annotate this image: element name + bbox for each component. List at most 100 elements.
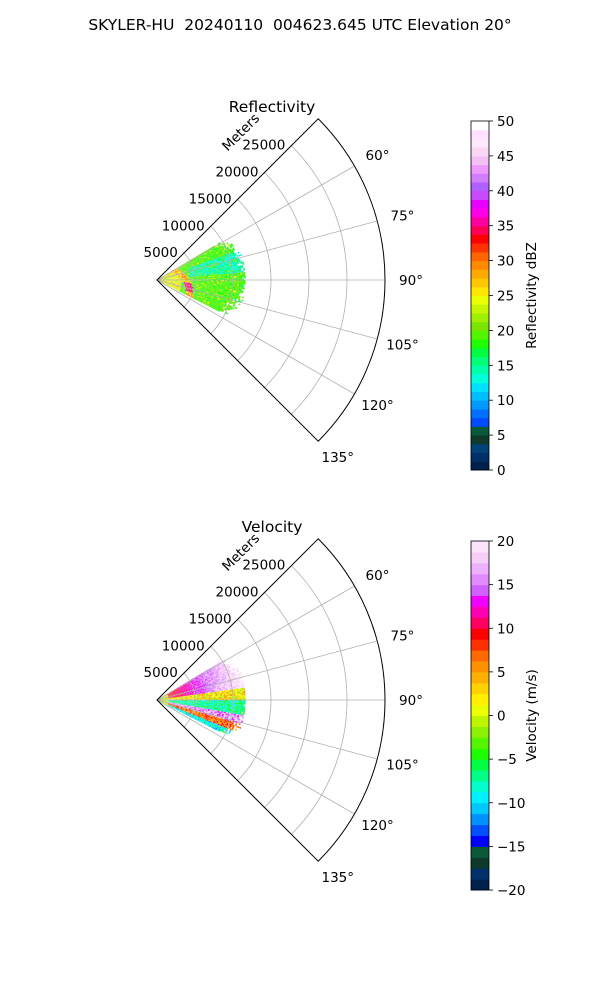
- data-cell: [213, 689, 215, 692]
- data-cell: [222, 678, 225, 680]
- data-cell: [173, 691, 176, 693]
- data-cell: [163, 281, 166, 282]
- colorbar-segment: [471, 269, 489, 279]
- data-cell: [240, 285, 243, 288]
- data-cell: [221, 666, 224, 669]
- data-cell: [166, 696, 169, 697]
- colorbar-tick-label: 50: [497, 114, 514, 130]
- data-cell: [238, 674, 241, 677]
- data-cell: [233, 681, 236, 684]
- data-cell: [226, 296, 229, 298]
- data-cell: [179, 287, 181, 289]
- data-cell: [237, 704, 239, 706]
- data-cell: [194, 691, 197, 693]
- data-cell: [225, 287, 227, 289]
- data-cell: [216, 289, 219, 291]
- data-cell: [185, 284, 187, 285]
- data-cell: [193, 678, 196, 681]
- data-cell: [180, 281, 182, 282]
- data-cell: [202, 689, 205, 691]
- data-cell: [195, 275, 197, 276]
- data-cell: [237, 684, 240, 686]
- data-cell: [209, 261, 212, 263]
- data-cell: [240, 707, 242, 709]
- data-cell: [182, 687, 185, 689]
- data-cell: [175, 287, 177, 289]
- data-cell: [218, 665, 221, 667]
- data-cell: [172, 698, 174, 699]
- data-cell: [195, 687, 197, 689]
- data-cell: [173, 692, 176, 694]
- data-cell: [216, 288, 219, 290]
- data-cell: [195, 277, 198, 278]
- data-cell: [220, 277, 223, 279]
- data-cell: [231, 307, 234, 310]
- data-cell: [190, 268, 193, 270]
- data-cell: [223, 301, 226, 304]
- data-cell: [211, 261, 213, 264]
- data-cell: [192, 696, 194, 698]
- data-cell: [218, 281, 221, 283]
- data-cell: [210, 696, 213, 698]
- data-cell: [228, 277, 231, 279]
- data-cell: [173, 282, 176, 283]
- data-cell: [205, 285, 207, 287]
- data-cell: [194, 292, 197, 294]
- data-cell: [174, 286, 176, 288]
- data-cell: [226, 291, 228, 293]
- data-cell: [176, 695, 179, 697]
- data-cell: [227, 277, 229, 279]
- data-cell: [214, 302, 217, 304]
- data-cell: [209, 249, 212, 251]
- data-cell: [171, 697, 174, 698]
- data-cell: [219, 663, 222, 666]
- data-cell: [207, 256, 209, 258]
- data-cell: [215, 287, 217, 289]
- data-cell: [175, 691, 178, 693]
- data-cell: [183, 685, 186, 687]
- data-cell: [213, 701, 216, 702]
- data-cell: [215, 696, 218, 698]
- data-cell: [231, 261, 234, 263]
- data-cell: [230, 255, 233, 258]
- data-cell: [220, 702, 223, 704]
- data-cell: [233, 674, 236, 677]
- data-cell: [186, 274, 189, 276]
- data-cell: [227, 249, 230, 252]
- data-cell: [224, 289, 227, 291]
- data-cell: [202, 254, 205, 257]
- data-cell: [186, 263, 188, 265]
- data-cell: [178, 269, 180, 271]
- data-cell: [177, 692, 180, 693]
- data-cell: [214, 268, 217, 270]
- data-cell: [233, 270, 236, 272]
- data-cell: [225, 702, 228, 704]
- data-cell: [192, 278, 194, 279]
- data-cell: [198, 284, 201, 286]
- data-cell: [188, 689, 191, 691]
- data-cell: [183, 690, 186, 692]
- data-cell: [204, 300, 207, 302]
- data-cell: [183, 285, 185, 286]
- data-cell: [178, 689, 181, 691]
- data-cell: [219, 707, 222, 710]
- data-cell: [175, 696, 177, 697]
- data-cell: [228, 290, 230, 292]
- data-cell: [222, 664, 224, 667]
- data-cell: [186, 290, 189, 292]
- data-cell: [171, 276, 174, 278]
- data-cell: [222, 281, 224, 283]
- data-cell: [209, 670, 212, 672]
- data-cell: [214, 291, 217, 293]
- data-cell: [187, 264, 189, 266]
- data-cell: [164, 695, 167, 697]
- data-cell: [205, 252, 208, 255]
- data-cell: [224, 690, 227, 692]
- data-cell: [195, 700, 198, 702]
- data-cell: [242, 273, 244, 276]
- data-cell: [181, 285, 184, 286]
- data-cell: [213, 253, 215, 255]
- data-cell: [235, 683, 238, 685]
- data-cell: [166, 696, 169, 698]
- data-cell: [195, 262, 197, 264]
